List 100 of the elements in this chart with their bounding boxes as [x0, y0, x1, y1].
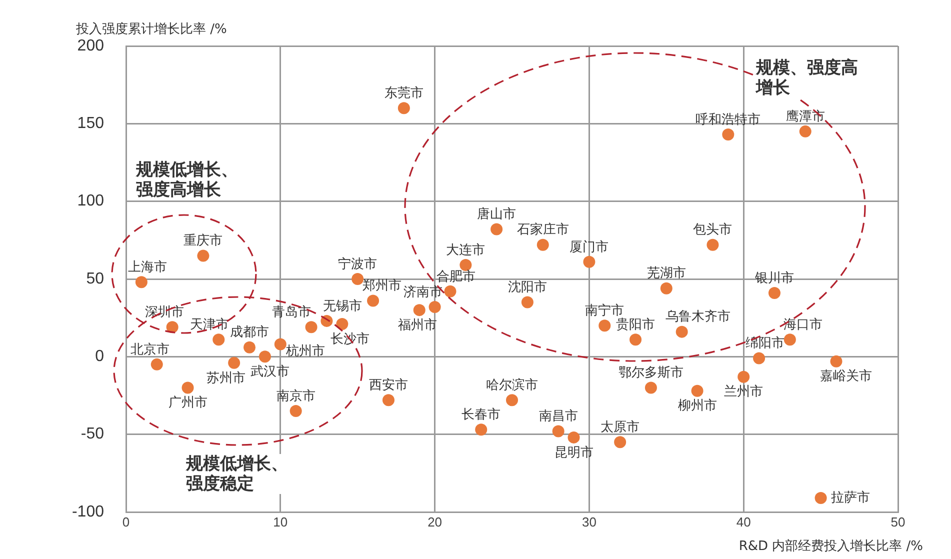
annotation: 贵阳市: [616, 317, 656, 332]
point: [336, 318, 348, 330]
y-tick-label: -50: [80, 426, 104, 443]
point: [676, 326, 688, 338]
point: [722, 128, 734, 141]
x-tick-label: 20: [428, 514, 442, 530]
annotation: 东莞市: [384, 86, 424, 102]
point: [228, 356, 240, 369]
annotation: 沈阳市: [508, 280, 547, 296]
point: [521, 296, 534, 308]
annotation: 包头市: [693, 222, 732, 238]
annotation: 合肥市: [436, 269, 476, 284]
annotation: 杭州市: [284, 344, 325, 360]
annotation: 济南市: [403, 284, 442, 300]
point: [135, 276, 148, 288]
x-axis-title: R&D 内部经费投入增长比率 /%: [738, 538, 923, 555]
point: [660, 282, 672, 294]
point: [814, 492, 827, 504]
annotation: 芜湖市: [646, 266, 686, 282]
annotation: 规模低增长、强度高增长: [136, 160, 240, 200]
annotation: 规模低增长、强度稳定: [186, 454, 290, 494]
point: [244, 341, 256, 354]
point: [583, 256, 596, 268]
annotation: 鄂尔多斯市: [618, 366, 684, 381]
point: [428, 300, 441, 313]
annotation: 哈尔滨市: [486, 377, 538, 394]
y-tick-label: 100: [77, 192, 104, 210]
point: [490, 223, 503, 236]
annotation: 郑州市: [362, 278, 402, 294]
point: [475, 424, 488, 436]
point: [536, 238, 549, 251]
point: [784, 334, 796, 346]
x-tick-label: 40: [736, 514, 751, 530]
point: [691, 384, 704, 397]
point: [630, 334, 642, 346]
annotation: 太原市: [600, 420, 640, 435]
point: [398, 102, 410, 114]
point: [799, 125, 812, 138]
annotation: 南昌市: [538, 409, 578, 424]
point: [150, 358, 163, 370]
point: [644, 382, 657, 394]
annotation: 大连市: [446, 242, 486, 258]
point: [768, 286, 780, 299]
annotation: 北京市: [130, 342, 170, 358]
y-tick-label: -100: [72, 503, 104, 520]
annotation: 南宁市: [585, 302, 624, 318]
annotation: 南京市: [276, 388, 316, 404]
annotation: 上海市: [128, 260, 167, 275]
point: [506, 394, 518, 406]
point: [830, 355, 842, 368]
annotation: 柳州市: [678, 398, 717, 414]
annotation: 青岛市: [272, 305, 311, 320]
annotation: 石家庄市: [516, 222, 569, 238]
annotation: 广州市: [168, 396, 208, 411]
y-tick-label: 150: [77, 115, 104, 132]
point: [258, 350, 271, 363]
point: [413, 304, 426, 316]
annotation: 重庆市: [184, 234, 223, 249]
point: [568, 431, 580, 444]
point: [212, 334, 225, 346]
x-tick-label: 30: [582, 514, 596, 530]
x-tick-label: 0: [122, 514, 130, 530]
point: [706, 238, 719, 251]
point: [197, 250, 210, 262]
y-tick-label: 50: [86, 270, 104, 288]
y-tick-label: 200: [77, 37, 104, 54]
annotation: 武汉市: [250, 364, 290, 380]
annotation: 呼和浩特市: [696, 112, 761, 128]
annotation: 长春市: [462, 408, 501, 423]
annotation: 无锡市: [323, 298, 362, 314]
annotation: 成都市: [230, 325, 270, 340]
point: [182, 382, 194, 394]
annotation: 乌鲁木齐市: [665, 310, 730, 325]
x-tick-label: 10: [273, 514, 288, 530]
point: [274, 338, 286, 350]
point: [166, 321, 178, 334]
point: [290, 405, 302, 418]
annotation: 苏州市: [206, 370, 246, 386]
annotation: 规模、强度高增长: [756, 58, 860, 98]
annotation: 兰州市: [724, 384, 764, 400]
point: [614, 436, 626, 448]
annotation: 福州市: [398, 318, 437, 333]
point: [552, 425, 564, 438]
annotation: 银川市: [754, 270, 794, 286]
annotation: 嘉峪关市: [820, 369, 872, 384]
annotation: 厦门市: [570, 238, 609, 255]
annotation: 拉萨市: [830, 490, 870, 506]
annotation: 唐山市: [477, 207, 516, 222]
point: [753, 352, 766, 364]
point: [444, 285, 456, 298]
point: [738, 370, 750, 383]
point: [382, 394, 394, 406]
point: [598, 320, 611, 332]
annotation: 宁波市: [338, 256, 378, 272]
point: [305, 321, 318, 334]
point: [352, 273, 364, 285]
annotation: 昆明市: [554, 445, 594, 460]
annotation: 海口市: [783, 317, 822, 332]
annotation: 西安市: [368, 377, 408, 394]
y-tick-label: 0: [95, 348, 104, 366]
